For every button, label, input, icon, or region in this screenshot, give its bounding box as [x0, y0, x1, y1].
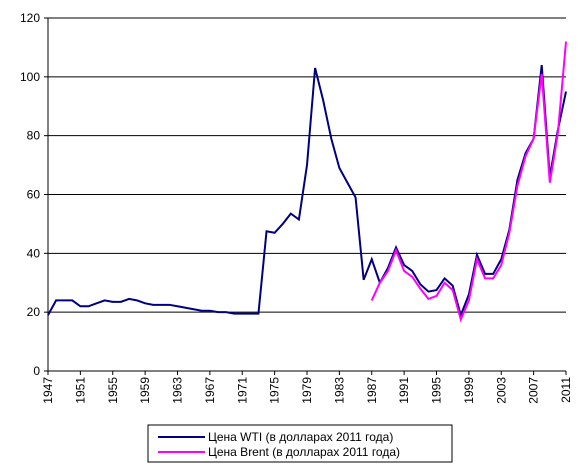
x-tick-label: 2003	[494, 377, 508, 404]
x-tick-label: 1999	[462, 377, 476, 404]
legend-label: Цена WTI (в долларах 2011 года)	[208, 430, 393, 444]
x-tick-label: 1975	[268, 377, 282, 404]
y-tick-label: 60	[27, 188, 41, 202]
y-tick-label: 40	[27, 246, 41, 260]
legend-box	[147, 424, 453, 463]
legend-label: Цена Brent (в долларах 2011 года)	[208, 445, 400, 459]
x-tick-label: 2011	[559, 377, 573, 403]
x-tick-label: 1959	[138, 377, 152, 404]
x-tick-label: 1955	[106, 377, 120, 404]
y-tick-label: 100	[20, 70, 40, 84]
x-tick-label: 1951	[73, 377, 87, 404]
y-tick-label: 80	[27, 129, 41, 143]
x-tick-label: 1987	[365, 377, 379, 404]
x-tick-label: 2007	[527, 377, 541, 404]
y-tick-label: 20	[27, 305, 41, 319]
x-tick-label: 1963	[171, 377, 185, 404]
x-tick-label: 1947	[41, 377, 55, 404]
x-tick-label: 1995	[430, 377, 444, 404]
x-tick-label: 1991	[397, 377, 411, 404]
x-tick-label: 1983	[332, 377, 346, 404]
x-tick-label: 1979	[300, 377, 314, 404]
y-tick-label: 0	[33, 364, 40, 378]
y-tick-label: 120	[20, 11, 40, 25]
x-tick-label: 1971	[235, 377, 249, 404]
x-tick-label: 1967	[203, 377, 217, 404]
line-series	[370, 41, 567, 323]
line-series	[47, 64, 567, 319]
